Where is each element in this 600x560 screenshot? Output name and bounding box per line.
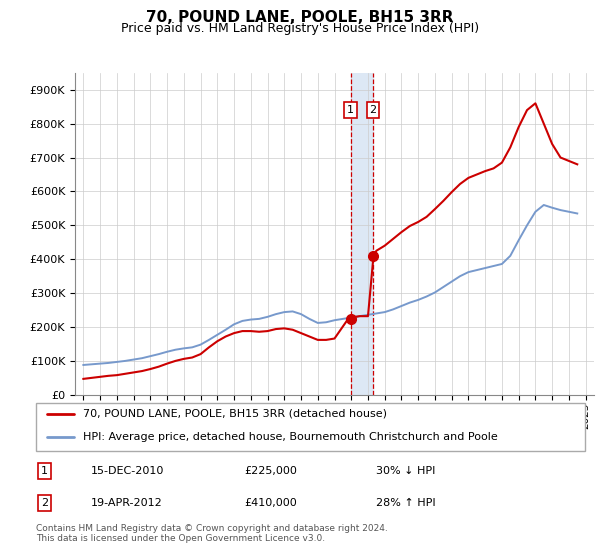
Text: 70, POUND LANE, POOLE, BH15 3RR (detached house): 70, POUND LANE, POOLE, BH15 3RR (detache… [83, 409, 386, 419]
Text: £410,000: £410,000 [245, 498, 298, 508]
Text: 2: 2 [41, 498, 48, 508]
Text: 1: 1 [347, 105, 354, 115]
Text: £225,000: £225,000 [245, 466, 298, 476]
Text: 19-APR-2012: 19-APR-2012 [91, 498, 163, 508]
FancyBboxPatch shape [36, 403, 585, 451]
Text: 15-DEC-2010: 15-DEC-2010 [91, 466, 164, 476]
Bar [350, 73, 373, 395]
Text: 1: 1 [41, 466, 48, 476]
Text: 30% ↓ HPI: 30% ↓ HPI [376, 466, 436, 476]
Text: Price paid vs. HM Land Registry's House Price Index (HPI): Price paid vs. HM Land Registry's House … [121, 22, 479, 35]
Text: Contains HM Land Registry data © Crown copyright and database right 2024.
This d: Contains HM Land Registry data © Crown c… [36, 524, 388, 543]
Text: 2: 2 [370, 105, 377, 115]
Text: 28% ↑ HPI: 28% ↑ HPI [376, 498, 436, 508]
Text: HPI: Average price, detached house, Bournemouth Christchurch and Poole: HPI: Average price, detached house, Bour… [83, 432, 497, 442]
Text: 70, POUND LANE, POOLE, BH15 3RR: 70, POUND LANE, POOLE, BH15 3RR [146, 10, 454, 25]
